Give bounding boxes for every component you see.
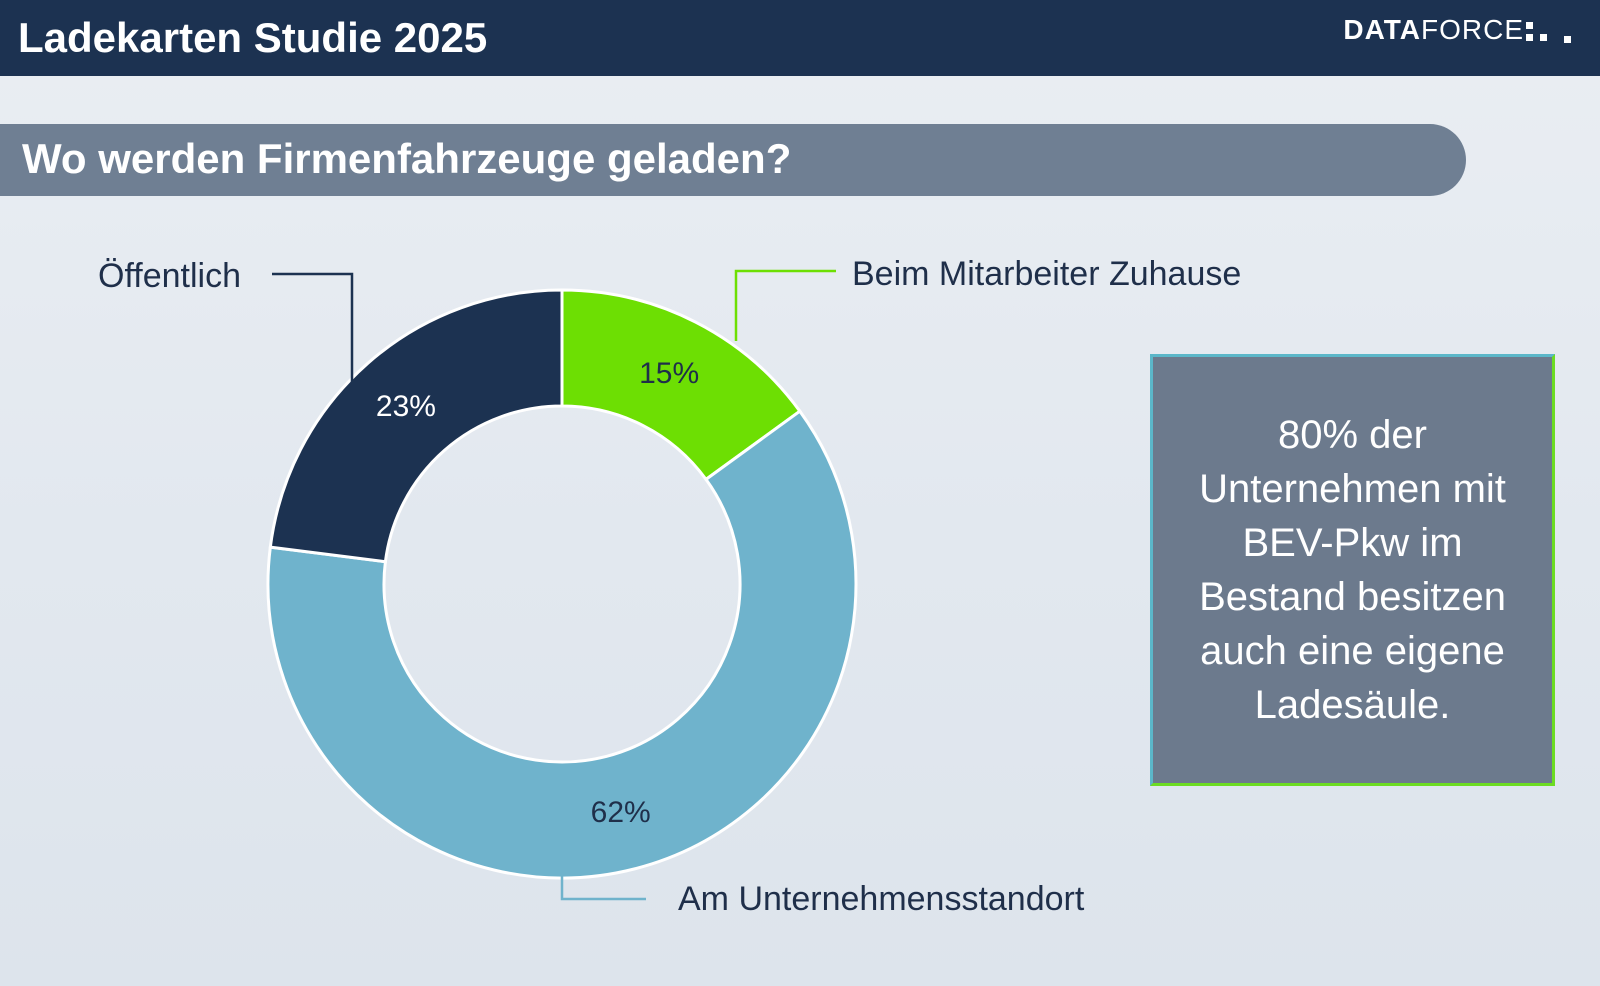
pct-label-standort: 62%	[590, 795, 651, 829]
header-bar: Ladekarten Studie 2025 DATA FORCE	[0, 0, 1600, 76]
callout-line: Unternehmen mit	[1199, 467, 1506, 511]
dataforce-logo: DATA FORCE	[1343, 14, 1574, 54]
label-beim-mitarbeiter-zuhause: Beim Mitarbeiter Zuhause	[852, 255, 1242, 293]
leader-line-oeffentlich	[272, 272, 354, 382]
leader-line-standort	[560, 874, 646, 901]
logo-text-bold: DATA	[1343, 14, 1421, 45]
slice-am-unternehmensstandort	[266, 409, 858, 880]
slice-oeffentlich	[268, 288, 564, 564]
callout-line: Ladesäule.	[1254, 683, 1451, 727]
callout-line: 80% der	[1278, 413, 1427, 457]
question-banner: Wo werden Firmenfahrzeuge geladen?	[0, 124, 1466, 196]
label-am-unternehmensstandort: Am Unternehmensstandort	[678, 880, 1085, 918]
logo-text-light: FORCE	[1421, 14, 1524, 45]
label-oeffentlich: Öffentlich	[98, 257, 242, 295]
callout-line: BEV-Pkw im	[1242, 521, 1463, 565]
callout-line: Bestand besitzen	[1199, 575, 1506, 619]
pct-label-oeffentlich: 23%	[375, 389, 436, 423]
pct-label-zuhause: 15%	[639, 356, 700, 390]
logo-dots-icon	[1524, 14, 1574, 54]
page-title: Ladekarten Studie 2025	[18, 14, 488, 61]
question-heading: Wo werden Firmenfahrzeuge geladen?	[22, 135, 792, 182]
leader-line-zuhause	[734, 269, 836, 341]
callout-line: auch eine eigene	[1200, 629, 1505, 673]
callout-box: 80% der Unternehmen mit BEV-Pkw im Besta…	[1150, 354, 1555, 786]
callout-text: 80% der Unternehmen mit BEV-Pkw im Besta…	[1199, 408, 1506, 732]
